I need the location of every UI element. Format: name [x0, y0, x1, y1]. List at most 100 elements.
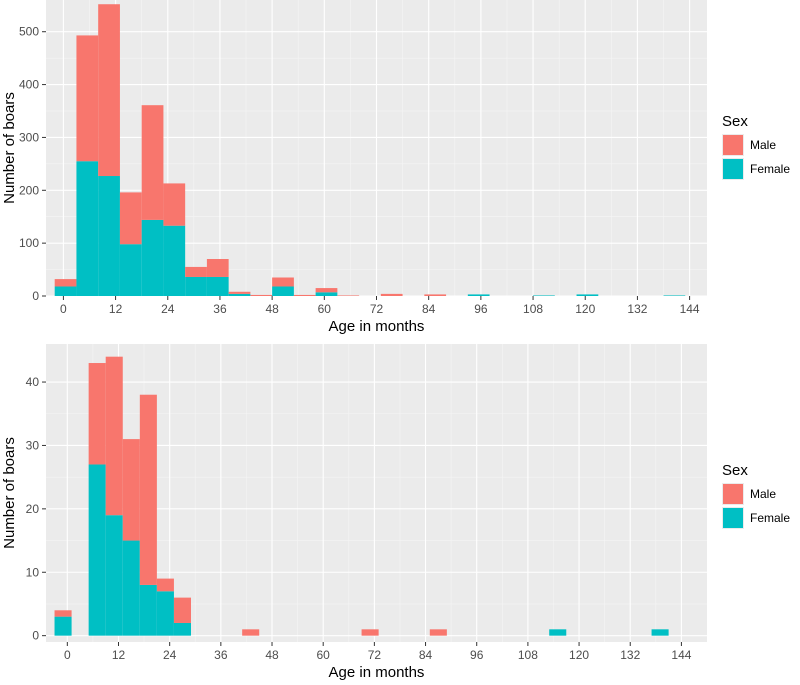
bar-female [651, 629, 669, 636]
bar-male [206, 259, 229, 277]
bar-male [139, 394, 157, 585]
bar-male [156, 578, 174, 592]
legend-title: Sex [722, 113, 748, 130]
bar-female [576, 294, 599, 296]
y-tick-label: 300 [19, 130, 39, 144]
bar-female [173, 622, 191, 636]
bar-female [54, 616, 72, 636]
bar-male [250, 294, 273, 296]
x-tick-label: 72 [370, 302, 384, 316]
x-tick-label: 60 [317, 648, 331, 662]
histogram-top: 0 12 24 36 48 60 72 84 96 108 120 132 144 0 100 200 300 4… [1, 0, 790, 335]
bar-male [119, 192, 142, 245]
x-tick-label: 12 [112, 648, 126, 662]
bar-female [122, 540, 140, 636]
y-tick-label: 100 [19, 236, 39, 250]
bar-female [533, 295, 555, 296]
bar-male [105, 356, 123, 516]
x-tick-label: 24 [163, 648, 177, 662]
bar-male [122, 439, 140, 541]
bar-female [549, 629, 567, 636]
x-tick-label: 108 [523, 302, 543, 316]
y-tick-label: 0 [32, 629, 39, 643]
bar-female [105, 515, 123, 636]
legend-swatch-male [723, 484, 743, 504]
bar-male [315, 288, 338, 293]
bar-female [88, 464, 106, 636]
bar-male [380, 293, 403, 296]
bar-male [228, 291, 251, 294]
x-tick-label: 12 [109, 302, 123, 316]
bar-female [139, 584, 157, 636]
bar-male [163, 183, 186, 226]
bar-male [272, 277, 294, 287]
bar-female [272, 286, 294, 296]
x-tick-label: 48 [265, 648, 279, 662]
bar-male [361, 629, 379, 636]
y-tick-label: 0 [32, 289, 39, 303]
bar-female [141, 219, 164, 296]
bar-female [663, 295, 686, 296]
y-tick-label: 10 [26, 565, 40, 579]
x-tick-label: 96 [474, 302, 488, 316]
x-tick-label: 36 [214, 648, 228, 662]
x-tick-label: 0 [64, 648, 71, 662]
x-tick-label: 36 [213, 302, 227, 316]
bar-male [429, 629, 447, 636]
bar-female [119, 244, 142, 296]
legend-swatch-male [723, 135, 743, 155]
bar-male [54, 279, 77, 287]
x-axis-title: Age in months [329, 318, 425, 335]
bar-female [54, 286, 77, 296]
bar-female [206, 276, 229, 296]
bar-male [98, 4, 120, 177]
bar-male [293, 294, 316, 296]
x-tick-label: 120 [569, 648, 589, 662]
bar-male [337, 295, 360, 296]
bar-female [76, 161, 99, 296]
x-tick-label: 0 [60, 302, 67, 316]
bar-female [98, 176, 120, 296]
legend-label-female: Female [750, 511, 790, 525]
bar-male [88, 363, 106, 465]
legend-label-male: Male [750, 138, 776, 152]
x-tick-label: 132 [620, 648, 640, 662]
bar-male [76, 35, 99, 162]
x-tick-label: 72 [368, 648, 382, 662]
y-tick-label: 40 [26, 375, 40, 389]
bar-male [141, 105, 164, 220]
x-tick-label: 24 [161, 302, 175, 316]
legend-label-female: Female [750, 162, 790, 176]
bar-male [185, 266, 207, 277]
x-tick-label: 132 [627, 302, 647, 316]
x-tick-label: 84 [419, 648, 433, 662]
x-tick-label: 144 [671, 648, 691, 662]
legend-label-male: Male [750, 487, 776, 501]
x-tick-label: 108 [518, 648, 538, 662]
x-tick-label: 60 [318, 302, 332, 316]
bar-female [163, 225, 186, 296]
y-tick-label: 30 [26, 438, 40, 452]
y-axis-title: Number of boars [1, 92, 18, 204]
y-tick-label: 400 [19, 78, 39, 92]
x-tick-label: 120 [575, 302, 595, 316]
bar-female [156, 591, 174, 636]
y-tick-label: 500 [19, 25, 39, 39]
bar-female [185, 276, 207, 296]
bar-male [424, 294, 447, 296]
histogram-bottom: 0 12 24 36 48 60 72 84 96 108 120 132 144 0 10 20 30 40 Ag… [1, 344, 790, 681]
legend-swatch-female [723, 508, 743, 528]
x-tick-label: 48 [265, 302, 279, 316]
y-tick-label: 200 [19, 183, 39, 197]
bar-female [228, 293, 251, 296]
y-tick-label: 20 [26, 502, 40, 516]
x-tick-label: 96 [470, 648, 484, 662]
legend-title: Sex [722, 462, 748, 479]
x-tick-label: 84 [422, 302, 436, 316]
legend-swatch-female [723, 159, 743, 179]
bar-female [315, 292, 338, 296]
bar-male [173, 597, 191, 623]
